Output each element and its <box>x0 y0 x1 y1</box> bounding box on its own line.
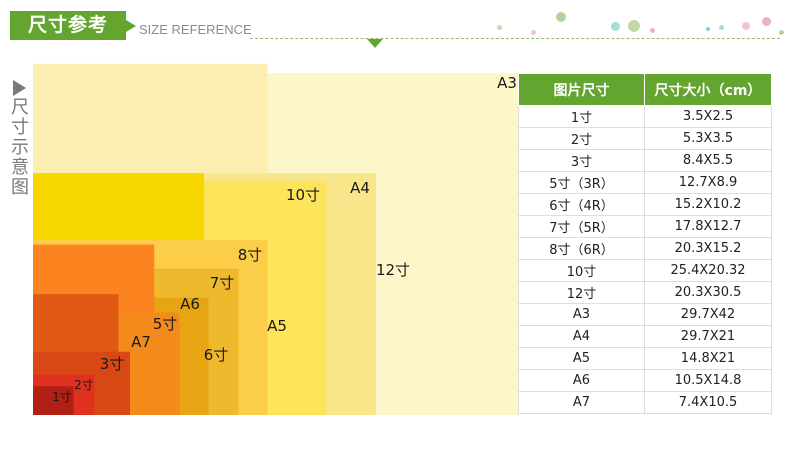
size-rect <box>33 386 74 415</box>
decor-dot <box>779 30 784 35</box>
decor-dot <box>762 17 771 26</box>
decor-dot <box>611 22 620 31</box>
size-value-cell: 14.8X21 <box>644 347 772 370</box>
table-row: 5寸（3R） 12.7X8.9 <box>518 171 772 194</box>
section-title-badge: 尺寸参考 <box>10 11 136 40</box>
table-row: 8寸（6R） 20.3X15.2 <box>518 237 772 260</box>
size-value-cell: 20.3X15.2 <box>644 237 772 260</box>
size-name-cell: A3 <box>518 303 645 326</box>
size-value-cell: 17.8X12.7 <box>644 215 772 238</box>
size-label: 8寸 <box>238 246 263 264</box>
size-name-cell: 7寸（5R） <box>518 215 645 238</box>
size-value-cell: 20.3X30.5 <box>644 281 772 304</box>
size-name-cell: 12寸 <box>518 281 645 304</box>
table-row: A7 7.4X10.5 <box>518 391 772 414</box>
size-name-cell: 1寸 <box>518 105 645 128</box>
triangle-right-icon <box>13 80 26 96</box>
size-label: 5寸 <box>153 315 178 333</box>
size-label: A6 <box>180 295 200 313</box>
size-name-cell: 10寸 <box>518 259 645 282</box>
size-value-cell: 29.7X42 <box>644 303 772 326</box>
size-label: A4 <box>350 179 370 197</box>
size-name-cell: A7 <box>518 391 645 414</box>
size-value-cell: 7.4X10.5 <box>644 391 772 414</box>
size-value-cell: 12.7X8.9 <box>644 171 772 194</box>
table-row: 6寸（4R） 15.2X10.2 <box>518 193 772 216</box>
size-name-cell: 2寸 <box>518 127 645 150</box>
size-name-cell: A6 <box>518 369 645 392</box>
decor-dot <box>531 30 536 35</box>
table-row: 3寸 8.4X5.5 <box>518 149 772 172</box>
column-header: 尺寸大小（cm） <box>644 73 772 106</box>
size-name-cell: A4 <box>518 325 645 348</box>
table-row: 10寸 25.4X20.32 <box>518 259 772 282</box>
size-name-cell: 5寸（3R） <box>518 171 645 194</box>
decor-dot <box>742 22 750 30</box>
diagram-side-title: 尺寸示意图 <box>11 97 29 198</box>
size-label: 12寸 <box>376 261 410 279</box>
table-row: 2寸 5.3X3.5 <box>518 127 772 150</box>
size-label: 10寸 <box>286 186 320 204</box>
decor-dot <box>628 20 640 32</box>
size-value-cell: 5.3X3.5 <box>644 127 772 150</box>
size-value-cell: 29.7X21 <box>644 325 772 348</box>
table-header-row: 图片尺寸 尺寸大小（cm） <box>518 73 772 106</box>
table-row: 7寸（5R） 17.8X12.7 <box>518 215 772 238</box>
size-table: 图片尺寸 尺寸大小（cm） 1寸 3.5X2.5 2寸 5.3X3.5 3寸 8.4X5.… <box>518 73 772 414</box>
size-label: 6寸 <box>204 346 229 364</box>
size-label: A5 <box>267 317 287 335</box>
table-row: A5 14.8X21 <box>518 347 772 370</box>
size-name-cell: A5 <box>518 347 645 370</box>
size-label: 7寸 <box>210 274 235 292</box>
table-row: 1寸 3.5X2.5 <box>518 105 772 128</box>
size-label: A7 <box>131 333 151 351</box>
size-value-cell: 25.4X20.32 <box>644 259 772 282</box>
size-label: A3 <box>497 74 517 92</box>
size-value-cell: 8.4X5.5 <box>644 149 772 172</box>
table-row: A6 10.5X14.8 <box>518 369 772 392</box>
table-row: 12寸 20.3X30.5 <box>518 281 772 304</box>
size-label: 2寸 <box>74 378 94 392</box>
size-name-cell: 6寸（4R） <box>518 193 645 216</box>
down-arrow-icon <box>367 39 383 48</box>
section-title: 尺寸参考 <box>27 14 108 36</box>
column-header: 图片尺寸 <box>518 73 645 106</box>
decor-dot <box>650 28 655 33</box>
table-row: A4 29.7X21 <box>518 325 772 348</box>
size-value-cell: 15.2X10.2 <box>644 193 772 216</box>
decor-dot <box>719 25 724 30</box>
header-divider <box>250 38 780 39</box>
size-label: 3寸 <box>100 355 125 373</box>
size-value-cell: 10.5X14.8 <box>644 369 772 392</box>
decor-dot <box>706 27 710 31</box>
table-body: 1寸 3.5X2.5 2寸 5.3X3.5 3寸 8.4X5.5 5寸（3R） 12.7X8.… <box>518 105 772 414</box>
size-name-cell: 8寸（6R） <box>518 237 645 260</box>
size-name-cell: 3寸 <box>518 149 645 172</box>
decor-dot <box>497 25 502 30</box>
decor-dot <box>556 12 566 22</box>
section-subtitle: SIZE REFERENCE <box>139 22 252 37</box>
table-row: A3 29.7X42 <box>518 303 772 326</box>
size-label: 1寸 <box>52 390 72 404</box>
size-value-cell: 3.5X2.5 <box>644 105 772 128</box>
